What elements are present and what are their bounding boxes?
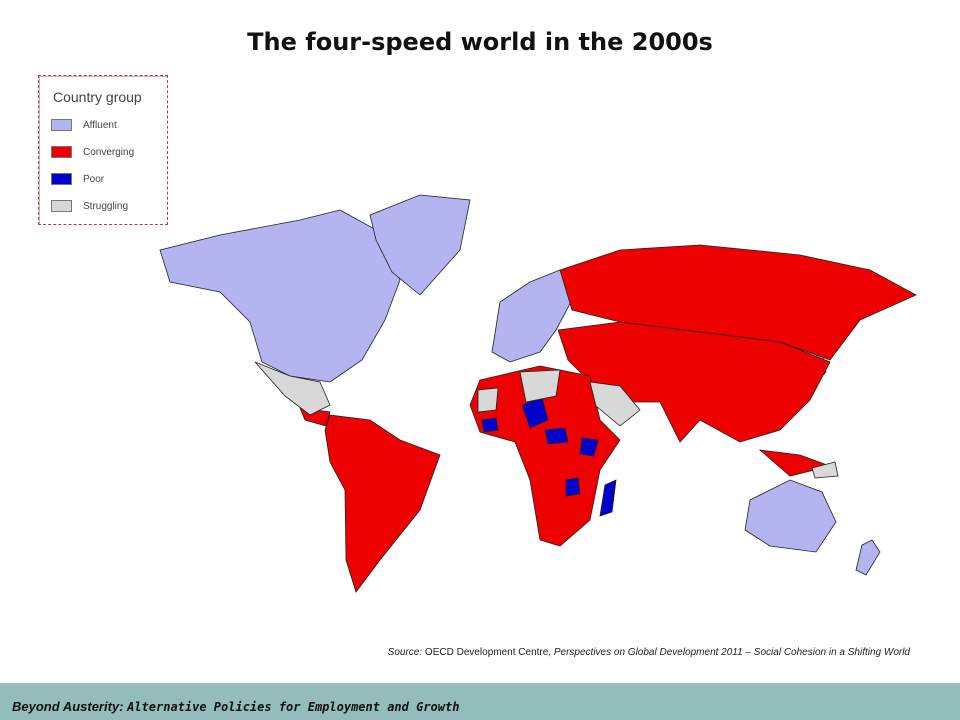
country-shape xyxy=(589,381,641,427)
country-shape xyxy=(254,361,331,416)
legend-title: Country group xyxy=(53,89,142,105)
country-shape xyxy=(599,479,617,517)
legend-item: Affluent xyxy=(51,118,117,132)
legend-label: Affluent xyxy=(83,119,117,131)
legend-swatch xyxy=(51,173,72,185)
source-prefix: Source: xyxy=(387,647,423,658)
legend-item: Converging xyxy=(51,145,134,159)
country-shape xyxy=(481,417,499,433)
footer-lead: Beyond Austerity: xyxy=(12,699,124,714)
converging-regions xyxy=(299,244,917,593)
country-shape xyxy=(744,479,837,553)
source-publication: Perspectives on Global Development 2011 … xyxy=(553,647,910,658)
legend-label: Struggling xyxy=(83,200,129,212)
country-shape xyxy=(324,414,441,593)
legend-item: Struggling xyxy=(51,199,128,213)
source-note: Source: OECD Development Centre, Perspec… xyxy=(0,647,910,658)
country-shape xyxy=(579,437,599,457)
country-shape xyxy=(491,269,573,363)
source-org: OECD Development Centre, xyxy=(424,647,552,658)
country-shape xyxy=(855,539,881,576)
legend-item: Poor xyxy=(51,172,104,186)
footer-text: Beyond Austerity: Alternative Policies f… xyxy=(12,699,459,714)
footer-rest: Alternative Policies for Employment and … xyxy=(127,700,460,714)
poor-regions xyxy=(481,397,617,517)
struggling-regions xyxy=(254,361,839,479)
country-shape xyxy=(369,194,471,296)
legend: Country group Affluent Converging Poor Stru… xyxy=(38,75,168,225)
legend-swatch xyxy=(51,146,72,158)
slide-title: The four-speed world in the 2000s xyxy=(247,28,713,56)
country-shape xyxy=(519,369,561,403)
country-shape xyxy=(544,427,569,445)
footer-bar: Beyond Austerity: Alternative Policies f… xyxy=(0,683,960,720)
country-shape xyxy=(159,209,401,383)
country-shape xyxy=(811,461,839,479)
country-shape xyxy=(477,387,499,413)
legend-swatch xyxy=(51,119,72,131)
country-shape xyxy=(565,477,581,497)
legend-label: Poor xyxy=(83,173,105,185)
legend-swatch xyxy=(51,200,72,212)
legend-label: Converging xyxy=(83,146,135,158)
